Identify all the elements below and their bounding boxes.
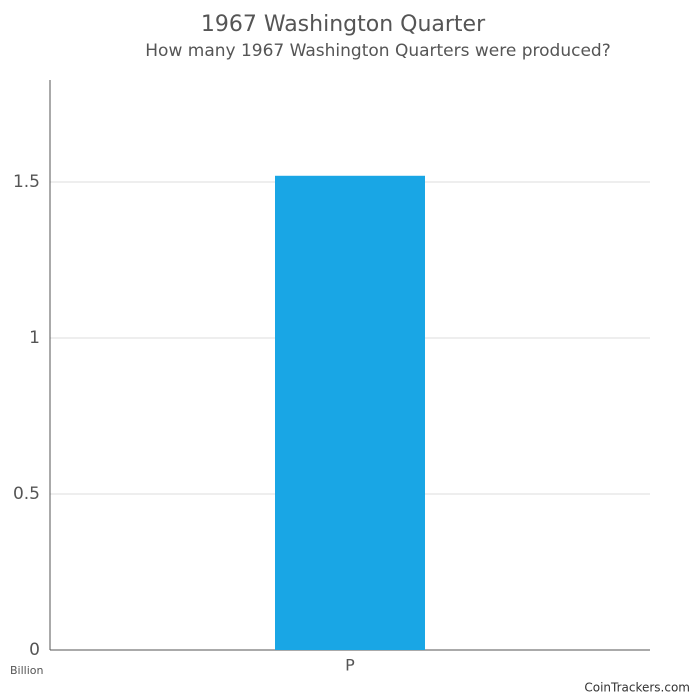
source: CoinTrackers.com <box>584 681 690 695</box>
chart-title: 1967 Washington Quarter <box>201 12 486 37</box>
chart-subtitle: How many 1967 Washington Quarters were p… <box>145 41 610 61</box>
y-axis-label: Billion <box>10 664 44 677</box>
y-tick-label: 0.5 <box>13 484 40 504</box>
x-tick-label: P <box>345 656 355 675</box>
bar <box>275 175 425 650</box>
y-tick-label: 1 <box>29 328 40 348</box>
y-tick-label: 0 <box>29 640 40 660</box>
y-tick-label: 1.5 <box>13 172 40 192</box>
